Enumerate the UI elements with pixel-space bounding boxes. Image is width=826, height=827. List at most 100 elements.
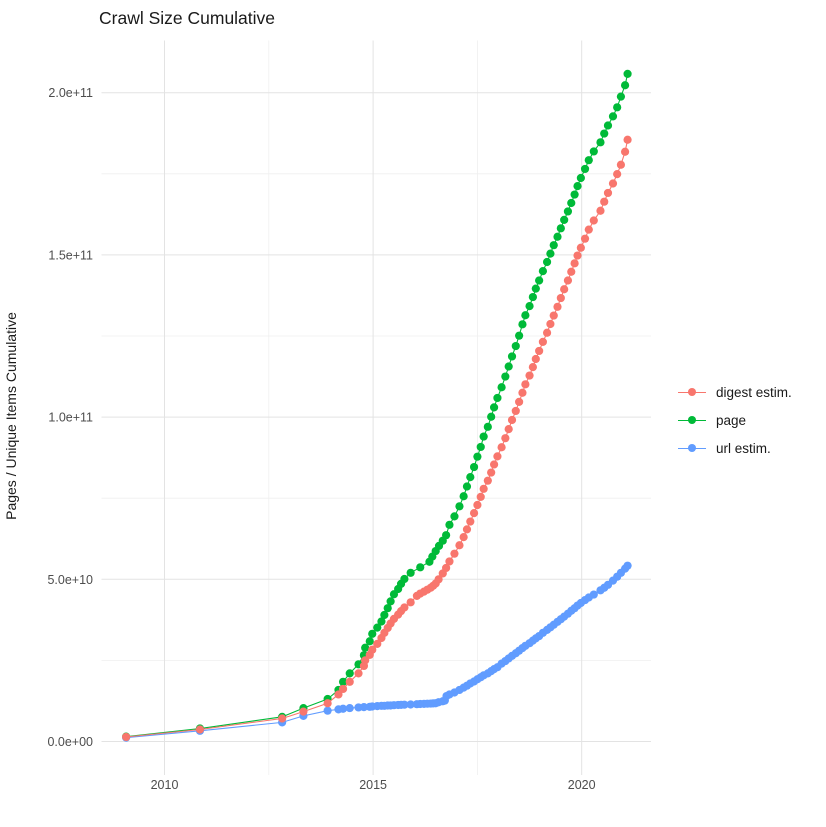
data-point bbox=[373, 623, 382, 632]
data-point bbox=[623, 561, 632, 570]
data-point bbox=[450, 549, 459, 558]
legend-label: page bbox=[716, 412, 747, 428]
data-point bbox=[359, 703, 369, 712]
data-point bbox=[553, 302, 562, 311]
data-point bbox=[473, 452, 482, 461]
data-point bbox=[620, 81, 630, 90]
series-url-estim- bbox=[122, 561, 632, 742]
data-point bbox=[354, 669, 363, 678]
y-tick-label: 1.0e+11 bbox=[48, 411, 93, 425]
data-point bbox=[377, 617, 386, 626]
data-point bbox=[521, 380, 530, 389]
data-point bbox=[515, 397, 524, 406]
series-layer bbox=[122, 69, 632, 742]
data-point bbox=[623, 69, 632, 78]
data-point bbox=[469, 462, 479, 472]
data-point bbox=[462, 525, 472, 534]
data-point bbox=[338, 704, 348, 713]
data-point bbox=[535, 276, 544, 285]
y-tick-label: 1.5e+11 bbox=[48, 248, 93, 262]
data-point bbox=[483, 422, 492, 431]
data-point bbox=[596, 206, 605, 215]
data-point bbox=[434, 575, 443, 584]
data-point bbox=[518, 320, 527, 329]
data-point bbox=[556, 293, 565, 303]
data-point bbox=[445, 557, 454, 566]
data-point bbox=[538, 337, 548, 346]
series-digest-estim- bbox=[122, 135, 632, 742]
data-point bbox=[473, 500, 482, 510]
data-point bbox=[570, 259, 579, 268]
data-point bbox=[580, 234, 590, 243]
data-point bbox=[584, 225, 593, 234]
data-point bbox=[469, 509, 479, 518]
data-point bbox=[521, 311, 530, 320]
data-point bbox=[570, 190, 579, 199]
data-point bbox=[589, 590, 598, 599]
data-point bbox=[338, 677, 348, 686]
data-point bbox=[487, 412, 496, 421]
data-point bbox=[455, 502, 464, 511]
data-point bbox=[613, 103, 622, 112]
data-point bbox=[497, 383, 506, 392]
data-point bbox=[345, 677, 354, 686]
data-point bbox=[535, 346, 544, 356]
data-point bbox=[613, 170, 622, 179]
data-point bbox=[442, 531, 451, 540]
data-point bbox=[603, 188, 613, 198]
data-point bbox=[278, 714, 287, 723]
data-point bbox=[616, 160, 626, 169]
data-point bbox=[442, 563, 451, 573]
data-point bbox=[501, 372, 510, 381]
y-tick-label: 5.0e+10 bbox=[47, 573, 93, 587]
data-point bbox=[365, 637, 374, 646]
data-point bbox=[489, 403, 499, 412]
data-point bbox=[573, 182, 582, 191]
data-point bbox=[368, 629, 377, 638]
data-point bbox=[584, 156, 593, 165]
data-point bbox=[542, 328, 552, 337]
data-point bbox=[323, 699, 332, 708]
data-point bbox=[511, 406, 520, 416]
data-point bbox=[455, 541, 464, 550]
data-point bbox=[386, 597, 395, 606]
data-point bbox=[620, 147, 630, 156]
data-point bbox=[525, 371, 534, 380]
page-title: Crawl Size Cumulative bbox=[99, 8, 276, 28]
data-point bbox=[497, 443, 506, 452]
y-tick-label: 2.0e+11 bbox=[48, 86, 93, 100]
data-point bbox=[479, 484, 488, 493]
data-point bbox=[504, 425, 513, 434]
x-tick-label: 2015 bbox=[359, 778, 387, 792]
data-point bbox=[531, 354, 540, 364]
data-point bbox=[406, 568, 415, 577]
data-point bbox=[549, 311, 558, 320]
data-point bbox=[507, 352, 517, 361]
data-point bbox=[515, 331, 524, 340]
data-point bbox=[576, 173, 585, 183]
data-point bbox=[459, 533, 468, 542]
data-point bbox=[546, 249, 555, 258]
legend-label: digest estim. bbox=[716, 384, 792, 400]
data-point bbox=[511, 341, 520, 351]
data-point bbox=[299, 707, 308, 716]
data-point bbox=[406, 700, 415, 709]
data-point bbox=[323, 706, 332, 715]
data-point bbox=[507, 415, 517, 425]
data-point bbox=[466, 517, 475, 526]
data-point bbox=[525, 302, 534, 311]
legend-item-page: page bbox=[678, 408, 746, 432]
data-point bbox=[567, 267, 576, 276]
data-point bbox=[553, 232, 562, 241]
data-point bbox=[195, 725, 205, 734]
data-point bbox=[476, 442, 485, 452]
data-point bbox=[542, 257, 552, 267]
series-line bbox=[126, 565, 629, 739]
legend-item-url-estim-: url estim. bbox=[678, 436, 771, 460]
data-point bbox=[623, 135, 632, 144]
data-point bbox=[556, 224, 565, 233]
data-point bbox=[361, 643, 370, 652]
data-point bbox=[560, 285, 569, 294]
series-line bbox=[126, 73, 629, 738]
